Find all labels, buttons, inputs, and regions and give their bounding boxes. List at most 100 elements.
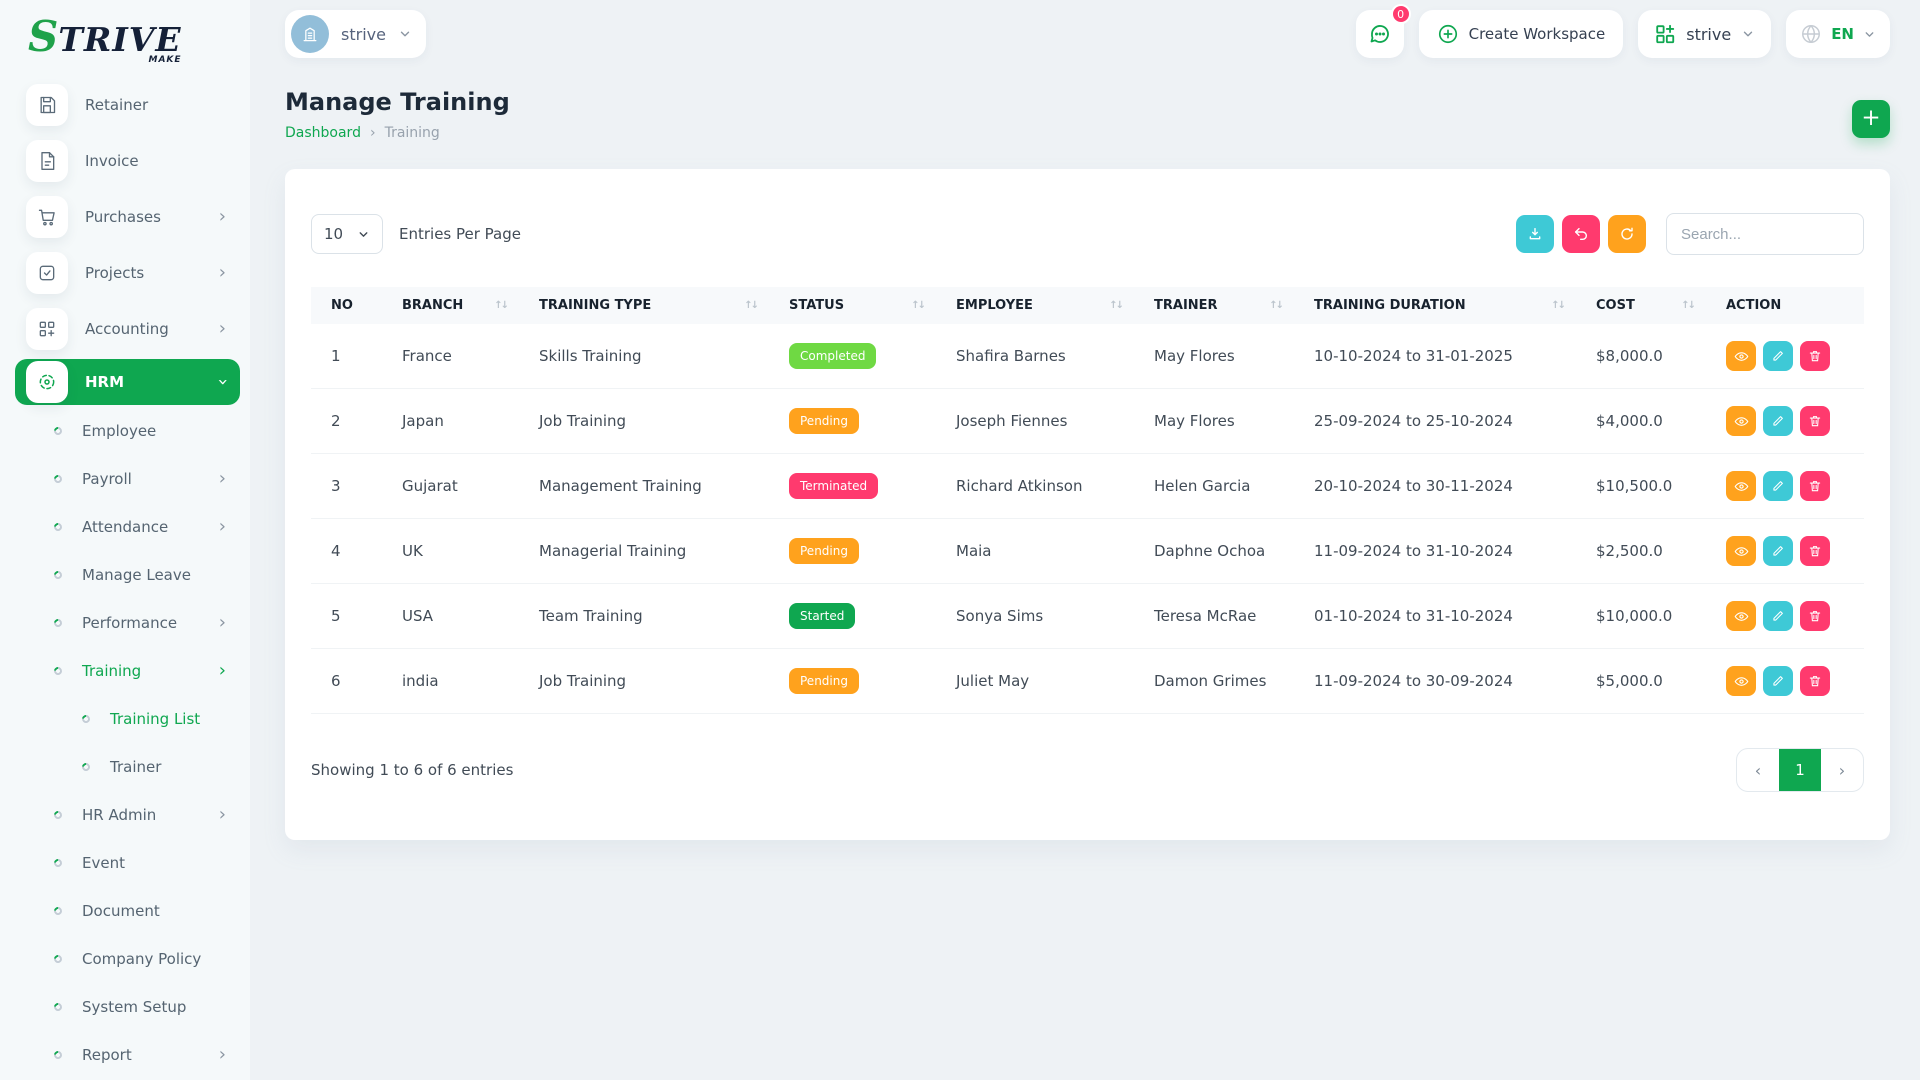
delete-button[interactable]	[1800, 601, 1830, 631]
pagination-next[interactable]: ›	[1838, 760, 1846, 780]
bullet-icon	[52, 425, 64, 437]
sidebar-item-hr-admin[interactable]: HR Admin	[0, 791, 250, 839]
column-header-branch[interactable]: BRANCH	[386, 287, 523, 324]
logo-tagline: MAKE	[148, 55, 182, 65]
view-button[interactable]	[1726, 536, 1756, 566]
sidebar-item-purchases[interactable]: Purchases	[0, 189, 250, 245]
sidebar-item-retainer[interactable]: Retainer	[0, 77, 250, 133]
cell-no: 3	[311, 453, 386, 519]
cell-training-type: Job Training	[523, 388, 773, 454]
edit-button[interactable]	[1763, 601, 1793, 631]
app-logo[interactable]: STRIVE MAKE	[28, 12, 182, 66]
sidebar-item-projects[interactable]: Projects	[0, 245, 250, 301]
pencil-icon	[1773, 546, 1783, 556]
add-training-button[interactable]	[1852, 100, 1890, 138]
cell-cost: $8,000.0	[1580, 324, 1710, 389]
eye-icon	[1734, 546, 1748, 556]
search-input[interactable]	[1666, 213, 1864, 255]
edit-button[interactable]	[1763, 341, 1793, 371]
sidebar-item-invoice[interactable]: Invoice	[0, 133, 250, 189]
sidebar-item-trainer[interactable]: Trainer	[0, 743, 250, 791]
language-selector[interactable]: EN	[1786, 10, 1890, 58]
cell-duration: 11-09-2024 to 30-09-2024	[1298, 648, 1580, 714]
cell-actions	[1710, 583, 1864, 649]
view-button[interactable]	[1726, 471, 1756, 501]
sidebar-item-system-setup[interactable]: System Setup	[0, 983, 250, 1031]
cell-employee: Sonya Sims	[940, 583, 1138, 649]
column-header-cost[interactable]: COST	[1580, 287, 1710, 324]
download-icon	[1529, 227, 1541, 240]
edit-button[interactable]	[1763, 471, 1793, 501]
column-header-status[interactable]: STATUS	[773, 287, 940, 324]
status-badge: Terminated	[789, 473, 879, 499]
cell-duration: 25-09-2024 to 25-10-2024	[1298, 388, 1580, 454]
column-header-employee[interactable]: EMPLOYEE	[940, 287, 1138, 324]
sidebar-item-event[interactable]: Event	[0, 839, 250, 887]
status-badge: Pending	[789, 538, 859, 564]
sidebar-item-report[interactable]: Report	[0, 1031, 250, 1079]
reset-filter-button[interactable]	[1562, 215, 1600, 253]
column-header-trainer[interactable]: TRAINER	[1138, 287, 1298, 324]
edit-button[interactable]	[1763, 536, 1793, 566]
sidebar-item-label: Attendance	[82, 518, 169, 536]
cell-branch: USA	[386, 583, 523, 649]
export-download-button[interactable]	[1516, 215, 1554, 253]
delete-button[interactable]	[1800, 471, 1830, 501]
delete-button[interactable]	[1800, 341, 1830, 371]
sort-icon	[911, 300, 924, 311]
bullet-icon	[52, 1001, 64, 1013]
view-button[interactable]	[1726, 406, 1756, 436]
cell-training-type: Management Training	[523, 453, 773, 519]
edit-button[interactable]	[1763, 406, 1793, 436]
entries-per-page-label: Entries Per Page	[399, 225, 521, 243]
sidebar-item-label: Training List	[110, 710, 201, 728]
workspace-selector[interactable]: strive	[285, 10, 426, 58]
sidebar-item-label: Manage Leave	[82, 566, 191, 584]
sidebar-item-label: Retainer	[85, 96, 149, 114]
bullet-icon	[52, 617, 64, 629]
cell-trainer: Daphne Ochoa	[1138, 518, 1298, 584]
sidebar-item-manage-leave[interactable]: Manage Leave	[0, 551, 250, 599]
delete-button[interactable]	[1800, 666, 1830, 696]
sidebar-item-hrm[interactable]: HRM	[15, 359, 240, 405]
sidebar-item-document[interactable]: Document	[0, 887, 250, 935]
sidebar-item-payroll[interactable]: Payroll	[0, 455, 250, 503]
cell-training-type: Team Training	[523, 583, 773, 649]
refresh-button[interactable]	[1608, 215, 1646, 253]
org-switcher[interactable]: strive	[1638, 10, 1772, 58]
view-button[interactable]	[1726, 666, 1756, 696]
column-header-training-type[interactable]: TRAINING TYPE	[523, 287, 773, 324]
table-row: 5 USA Team Training Started Sonya Sims T…	[311, 583, 1864, 649]
sidebar-item-label: Company Policy	[82, 950, 202, 968]
cell-employee: Shafira Barnes	[940, 324, 1138, 389]
edit-button[interactable]	[1763, 666, 1793, 696]
column-header-training-duration[interactable]: TRAINING DURATION	[1298, 287, 1580, 324]
sidebar-item-training[interactable]: Training	[0, 647, 250, 695]
sidebar-item-attendance[interactable]: Attendance	[0, 503, 250, 551]
sidebar-item-performance[interactable]: Performance	[0, 599, 250, 647]
training-table-card: 10 Entries Per Page	[285, 169, 1890, 840]
sidebar-item-label: Accounting	[85, 320, 169, 338]
sidebar-item-company-policy[interactable]: Company Policy	[0, 935, 250, 983]
breadcrumb-dashboard-link[interactable]: Dashboard	[285, 125, 361, 141]
sidebar-item-training-list[interactable]: Training List	[0, 695, 250, 743]
view-button[interactable]	[1726, 601, 1756, 631]
chat-button[interactable]: 0	[1355, 4, 1411, 58]
sidebar-item-label: HR Admin	[82, 806, 157, 824]
delete-button[interactable]	[1800, 406, 1830, 436]
cell-training-type: Skills Training	[523, 324, 773, 389]
status-badge: Completed	[789, 343, 877, 369]
delete-button[interactable]	[1800, 536, 1830, 566]
pagination-prev[interactable]: ‹	[1754, 760, 1762, 780]
logo-text: STRIVE	[28, 12, 182, 61]
plus-circle-icon	[1438, 24, 1457, 44]
sidebar-item-employee[interactable]: Employee	[0, 407, 250, 455]
pagination-page-1[interactable]: 1	[1779, 749, 1821, 791]
view-button[interactable]	[1726, 341, 1756, 371]
create-workspace-button[interactable]: Create Workspace	[1418, 10, 1624, 58]
cell-cost: $4,000.0	[1580, 388, 1710, 454]
entries-per-page-select[interactable]: 10	[311, 214, 383, 254]
sidebar-item-accounting[interactable]: Accounting	[0, 301, 250, 357]
bullet-icon	[52, 905, 64, 917]
cell-status: Completed	[773, 324, 940, 389]
